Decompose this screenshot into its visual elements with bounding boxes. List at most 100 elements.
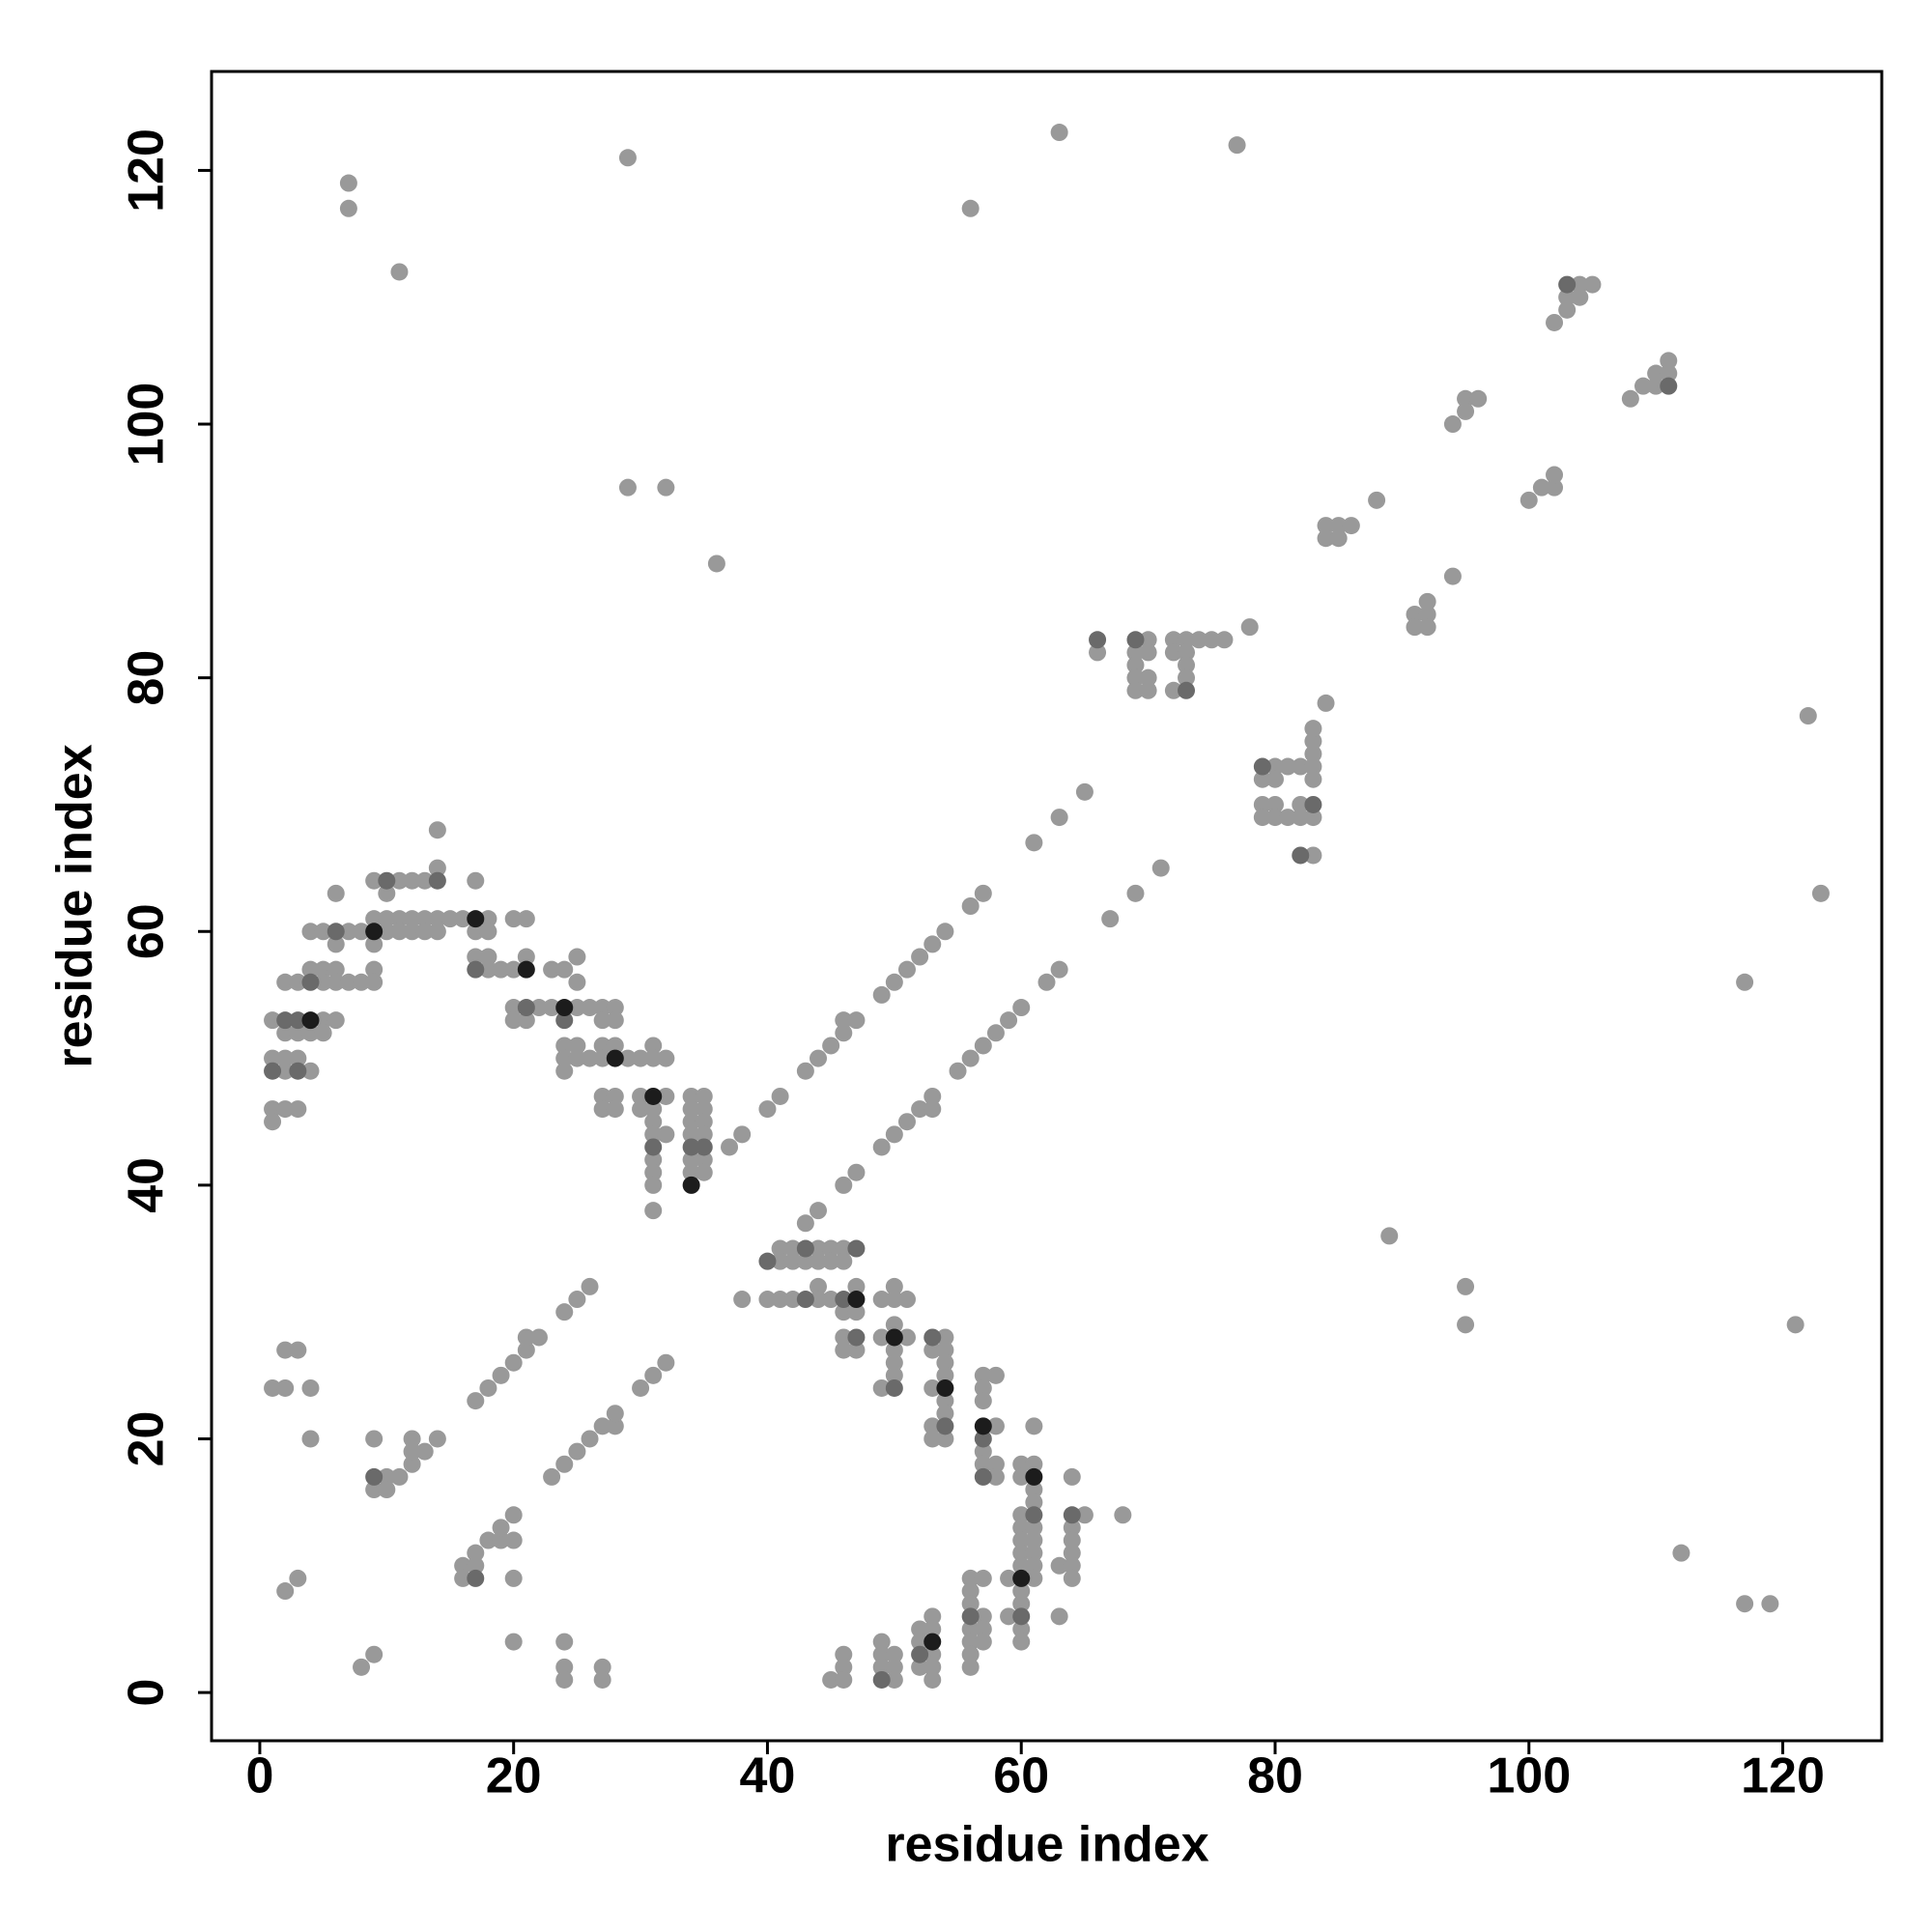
contact-point (1292, 757, 1310, 776)
contact-point (1304, 745, 1322, 763)
contact-point (847, 1011, 866, 1030)
contact-point (796, 1291, 814, 1309)
contact-point (568, 999, 586, 1017)
contact-point (1126, 681, 1145, 699)
contact-point (504, 1569, 523, 1587)
contact-point (936, 1417, 954, 1435)
contact-point (1546, 313, 1564, 331)
contact-point (1253, 757, 1271, 776)
contact-point (378, 1467, 396, 1486)
contact-point (593, 999, 611, 1017)
contact-point (1063, 1556, 1081, 1575)
contact-point (517, 1328, 535, 1347)
contact-point (644, 1176, 663, 1194)
contact-point (365, 1481, 384, 1499)
contact-point (1089, 643, 1107, 662)
contact-point (796, 1062, 814, 1080)
contact-point (276, 1582, 295, 1601)
contact-point (606, 1100, 624, 1119)
contact-point (529, 999, 548, 1017)
contact-point (415, 923, 434, 941)
y-tick-label: 100 (119, 383, 175, 467)
contact-point (593, 1011, 611, 1030)
contact-point (885, 1670, 903, 1689)
contact-point (327, 884, 345, 902)
contact-point (885, 1658, 903, 1676)
contact-point (1012, 1620, 1031, 1638)
contact-point (568, 1049, 586, 1067)
contact-point (923, 1607, 942, 1626)
contact-point (847, 1328, 866, 1347)
contact-point (1317, 529, 1335, 548)
contact-point (1012, 1595, 1031, 1613)
contact-point (1647, 364, 1665, 383)
contact-point (872, 1378, 891, 1397)
contact-point (1380, 1227, 1399, 1245)
contact-point (1304, 846, 1322, 865)
contact-point (289, 1011, 307, 1030)
contact-point (301, 923, 320, 941)
contact-point (961, 1049, 980, 1067)
contact-point (289, 1062, 307, 1080)
contact-point (1126, 884, 1145, 902)
contact-point (695, 1100, 713, 1119)
contact-point (936, 1328, 954, 1347)
contact-point (467, 948, 485, 966)
contact-point (974, 1442, 992, 1461)
contact-point (517, 960, 535, 979)
contact-point (1012, 1455, 1031, 1473)
contact-point (835, 1252, 853, 1270)
contact-point (1736, 973, 1754, 991)
contact-point (974, 1467, 992, 1486)
contact-point (1012, 1467, 1031, 1486)
contact-point (276, 1341, 295, 1359)
contact-point (264, 1062, 282, 1080)
contact-point (923, 1100, 942, 1119)
contact-point (657, 1087, 675, 1105)
contact-point (796, 1239, 814, 1258)
x-tick-label: 80 (1247, 1748, 1303, 1804)
contact-point (1811, 884, 1830, 902)
contact-point (783, 1291, 802, 1309)
contact-point (1025, 1531, 1043, 1549)
contact-point (314, 923, 332, 941)
contact-point (593, 1087, 611, 1105)
contact-point (961, 1582, 980, 1601)
contact-point (555, 1062, 574, 1080)
contact-point (961, 897, 980, 915)
contact-point (1240, 618, 1259, 637)
contact-point (1558, 288, 1577, 306)
contact-point (479, 1531, 497, 1549)
contact-point (1265, 757, 1284, 776)
contact-point (872, 1291, 891, 1309)
contact-point (1126, 656, 1145, 674)
contact-point (644, 1163, 663, 1181)
contact-point (1050, 809, 1068, 827)
contact-point (504, 910, 523, 928)
contact-point (1178, 631, 1196, 649)
contact-point (314, 973, 332, 991)
contact-point (974, 1633, 992, 1651)
contact-point (403, 910, 421, 928)
contact-point (593, 1417, 611, 1435)
contact-point (632, 1087, 650, 1105)
contact-point (1012, 1519, 1031, 1537)
contact-point (657, 1125, 675, 1144)
contact-point (390, 910, 409, 928)
contact-point (897, 960, 916, 979)
contact-point (365, 1467, 384, 1486)
contact-point (492, 1366, 510, 1384)
contact-point (415, 871, 434, 890)
contact-point (264, 1100, 282, 1119)
contact-point (555, 1037, 574, 1055)
contact-point (847, 1341, 866, 1359)
contact-point (1126, 668, 1145, 687)
contact-point (1164, 631, 1182, 649)
contact-point (365, 871, 384, 890)
y-tick-label: 120 (119, 128, 175, 213)
contact-point (1164, 681, 1182, 699)
contact-point (543, 1467, 561, 1486)
contact-point (1139, 681, 1157, 699)
contact-point (1329, 517, 1348, 535)
contact-point (593, 1658, 611, 1676)
